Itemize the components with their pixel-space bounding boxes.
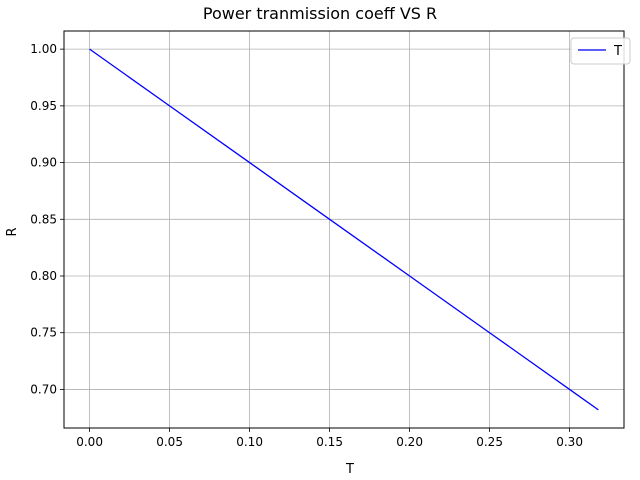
legend: T (570, 37, 631, 65)
legend-label-t: T (613, 44, 622, 59)
legend-box (570, 37, 631, 65)
y-tick-label: 0.80 (30, 269, 57, 283)
x-tick-label: 0.25 (476, 435, 503, 449)
x-tick-label: 0.20 (396, 435, 423, 449)
series-line-t (89, 48, 599, 411)
x-tick-label: 0.00 (76, 435, 103, 449)
x-tick-label: 0.10 (236, 435, 263, 449)
plot-frame (63, 30, 625, 429)
y-axis-label: R (5, 227, 20, 236)
x-tick-label: 0.05 (156, 435, 183, 449)
y-tick-label: 0.85 (30, 212, 57, 226)
chart-title: Power tranmission coeff VS R (203, 4, 437, 23)
y-tick-label: 0.95 (30, 99, 57, 113)
x-tick-label: 0.30 (556, 435, 583, 449)
axis-ticks: 0.00 0.05 0.10 0.15 0.20 0.25 0.30 0.70 0.75 0.80… (30, 42, 583, 449)
y-tick-label: 0.75 (30, 326, 57, 340)
x-axis-label: T (345, 462, 354, 477)
y-tick-label: 1.00 (30, 42, 57, 56)
y-tick-label: 0.90 (30, 156, 57, 170)
y-tick-label: 0.70 (30, 382, 57, 396)
grid-lines (64, 31, 624, 428)
series-layer (89, 48, 599, 411)
x-tick-label: 0.15 (316, 435, 343, 449)
